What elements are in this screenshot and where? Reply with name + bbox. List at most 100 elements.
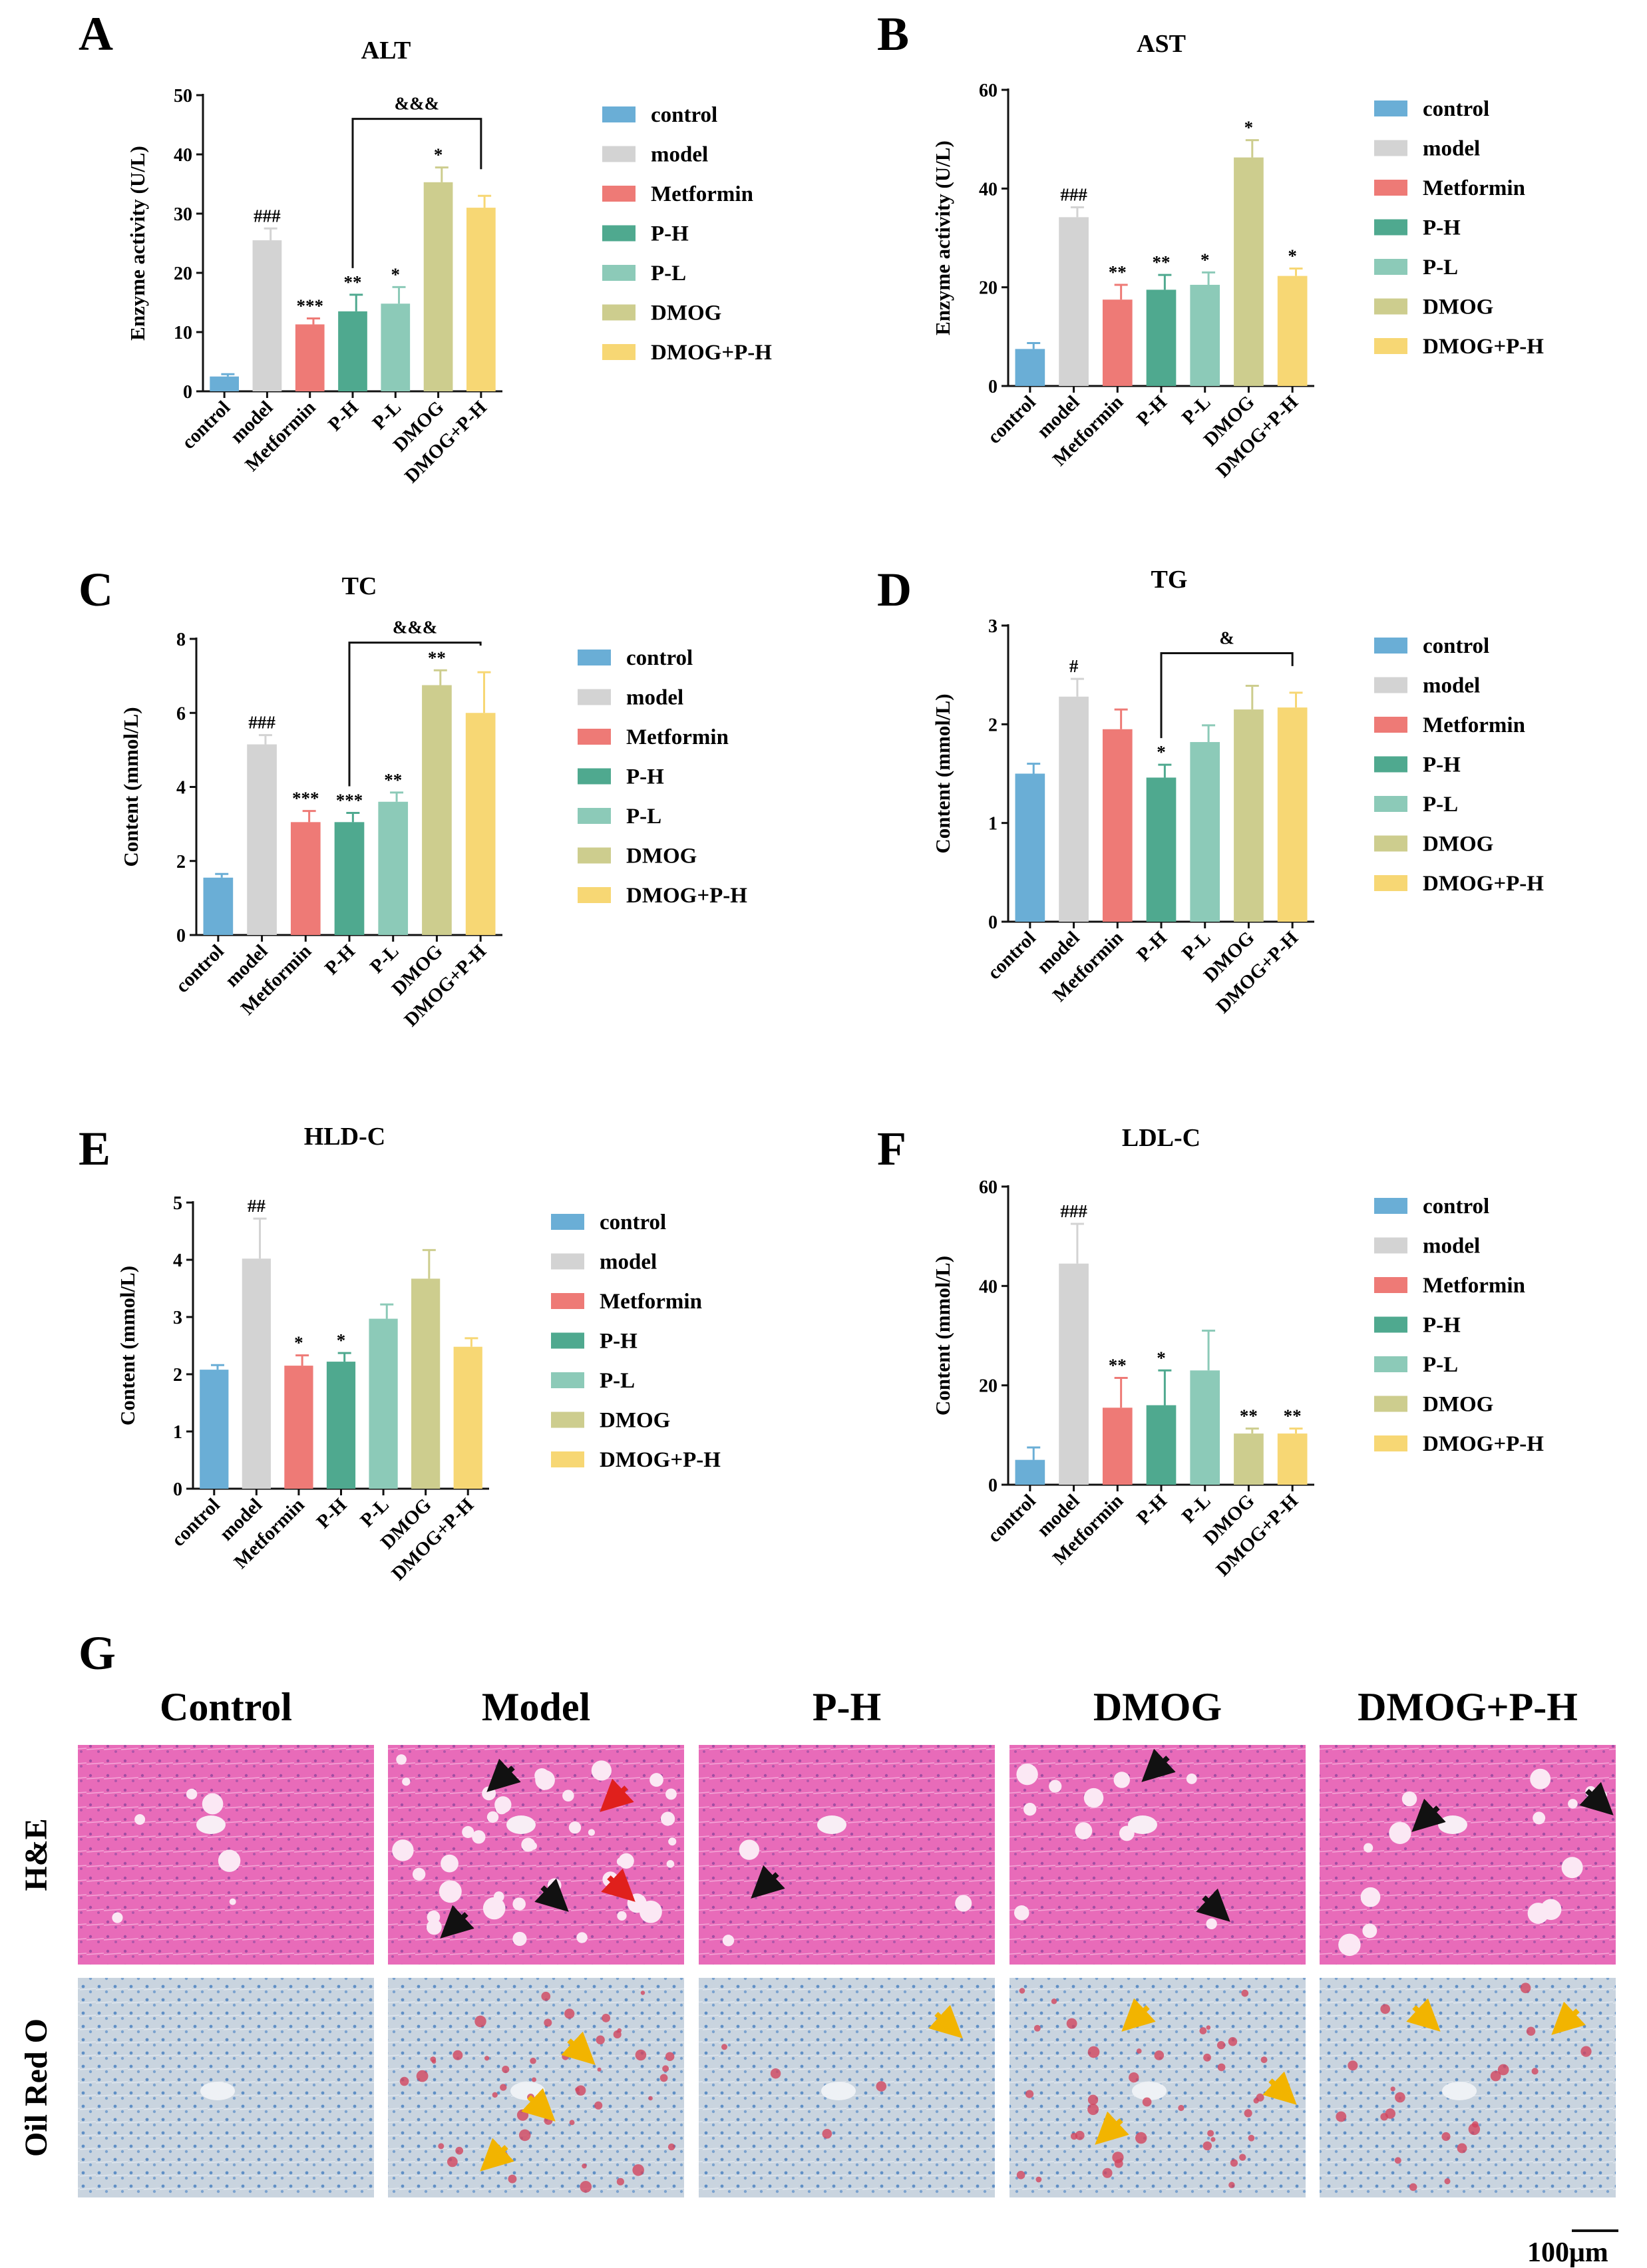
lipid-vacuole — [1016, 1763, 1038, 1786]
significance-label: * — [1244, 118, 1254, 138]
legend-swatch — [1374, 1396, 1407, 1412]
panel-letter: C — [79, 563, 113, 616]
y-axis-title: Content (mmol/L) — [116, 1266, 139, 1425]
y-tick-label: 20 — [174, 264, 192, 284]
legend-label: DMOG+P-H — [651, 341, 772, 365]
legend-swatch — [578, 729, 611, 745]
lipid-droplet — [508, 2174, 517, 2183]
lipid-vacuole — [1049, 1780, 1062, 1793]
legend-swatch — [551, 1293, 584, 1309]
lipid-vacuole — [547, 1878, 562, 1893]
bar-p-h — [1146, 777, 1177, 922]
legend-label: P-L — [1423, 256, 1458, 280]
lipid-droplet — [1142, 2097, 1152, 2107]
y-axis-title: Enzyme activity (U/L) — [931, 140, 954, 335]
x-tick-label: P-H — [313, 1494, 351, 1533]
significance-label: *** — [336, 790, 363, 810]
central-vein — [1132, 2082, 1167, 2100]
lipid-droplet — [1019, 1988, 1025, 1994]
lipid-vacuole — [482, 1786, 496, 1801]
bar-model — [1059, 696, 1089, 922]
legend-label: P-H — [651, 222, 689, 246]
legend-label: DMOG — [1423, 1393, 1493, 1417]
legend-swatch — [578, 887, 611, 903]
legend-swatch — [602, 265, 636, 281]
legend-label: P-H — [1423, 753, 1461, 777]
he-image-p-h — [699, 1745, 995, 1965]
lipid-droplet — [399, 2076, 409, 2086]
lipid-droplet — [1217, 2063, 1226, 2072]
lipid-droplet — [616, 2177, 624, 2185]
panel-letter: F — [877, 1122, 906, 1175]
legend-label: model — [600, 1250, 657, 1274]
legend-swatch — [551, 1451, 584, 1467]
oil-red-o-image-dmog-p-h — [1320, 1978, 1616, 2197]
lipid-droplet — [1087, 2104, 1099, 2116]
lipid-vacuole — [482, 1897, 506, 1920]
panel-letter: B — [877, 7, 909, 61]
lipid-droplet — [541, 1991, 551, 2001]
row-header: H&E — [19, 1818, 54, 1891]
chart-panel-f: F LDL-C Content (mmol/L) 0 20 40 60 control ### m… — [877, 1122, 1544, 1581]
lipid-droplet — [1241, 1989, 1249, 1997]
bar-p-l — [1190, 1370, 1220, 1485]
significance-label: *** — [296, 296, 323, 316]
lipid-vacuole — [668, 1837, 677, 1846]
lipid-droplet — [1206, 2025, 1211, 2030]
y-tick-label: 3 — [988, 616, 998, 637]
bracket-label: & — [1219, 628, 1234, 648]
legend-label: Metformin — [1423, 713, 1525, 737]
lipid-droplet — [662, 2065, 669, 2072]
lipid-droplet — [1228, 2037, 1238, 2046]
lipid-droplet — [531, 2077, 536, 2082]
y-tick-label: 40 — [174, 145, 192, 166]
lipid-droplet — [876, 2081, 887, 2092]
lipid-vacuole — [512, 1931, 527, 1947]
y-axis-title: Content (mmol/L) — [119, 707, 142, 866]
chart-panel-a: A ALT Enzyme activity (U/L) 0 10 20 30 40 50 cont… — [79, 7, 772, 487]
lipid-droplet — [1260, 2056, 1268, 2064]
bar-model — [242, 1258, 271, 1489]
significance-label: * — [391, 264, 401, 284]
bar-dmog-p-h — [1277, 1433, 1308, 1485]
legend-swatch — [1374, 259, 1407, 275]
column-header: Model — [482, 1685, 590, 1729]
significance-label: ### — [1060, 1201, 1087, 1221]
lipid-vacuole — [665, 1788, 677, 1800]
lipid-droplet — [1114, 2159, 1123, 2168]
lipid-vacuole — [1561, 1857, 1583, 1879]
central-vein — [1128, 1815, 1157, 1834]
lipid-droplet — [659, 2074, 668, 2082]
lipid-droplet — [602, 2013, 611, 2022]
y-tick-label: 1 — [988, 814, 998, 835]
lipid-droplet — [580, 2181, 592, 2193]
legend-label: control — [600, 1211, 666, 1234]
legend-swatch — [1374, 298, 1407, 315]
lipid-droplet — [1238, 2154, 1246, 2161]
x-tick-label: P-L — [1178, 391, 1215, 429]
significance-label: ### — [1060, 185, 1087, 205]
y-tick-label: 60 — [979, 1177, 998, 1198]
bar-model — [247, 744, 277, 935]
y-tick-label: 10 — [174, 323, 192, 343]
legend-label: P-L — [1423, 1353, 1458, 1377]
bar-p-l — [1190, 284, 1220, 386]
legend-label: Metformin — [1423, 176, 1525, 200]
x-tick-label: control — [178, 397, 234, 453]
x-tick-label: control — [172, 940, 228, 997]
column-header: DMOG — [1093, 1685, 1222, 1729]
lipid-droplet — [1457, 2143, 1467, 2154]
bar-control — [1015, 349, 1045, 386]
y-tick-label: 40 — [979, 179, 998, 200]
lipid-vacuole — [202, 1793, 224, 1815]
he-image-dmog — [1009, 1745, 1306, 1965]
lipid-vacuole — [739, 1839, 760, 1860]
central-vein — [1438, 1815, 1467, 1834]
legend-label: DMOG+P-H — [600, 1448, 721, 1472]
annotation-arrow — [1121, 1998, 1156, 2032]
annotation-arrow — [521, 2088, 556, 2122]
lipid-droplet — [822, 2129, 832, 2139]
lipid-droplet — [648, 2096, 653, 2101]
significance-label: ** — [1109, 262, 1127, 282]
chart-panel-c: C TC Content (mmol/L) 0 2 4 6 8 control ### model *… — [79, 563, 747, 1031]
